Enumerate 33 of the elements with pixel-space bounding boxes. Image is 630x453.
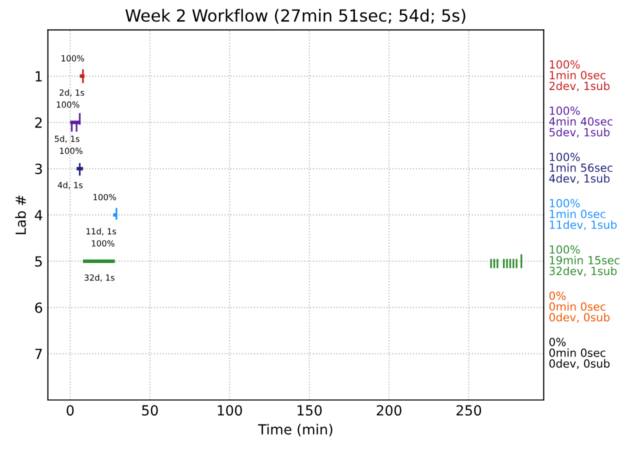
annotation: 100%: [92, 240, 114, 247]
annotation: 100%: [60, 148, 82, 154]
text: 100% 1min 0sec 11dev, 1sub: [550, 199, 617, 230]
text: 0% 0min 0sec 0dev, 0sub: [549, 338, 610, 369]
x-tick-label: 100: [218, 405, 242, 416]
y-axis-title: Lab #: [15, 195, 26, 234]
y-tick-label: 7: [35, 348, 42, 360]
text: 100% 1min 0sec 2dev, 1sub: [549, 60, 610, 92]
x-tick-label: 200: [376, 405, 402, 416]
chart-title: Week 2 Workflow (27min 51sec; 54d; 5s): [125, 8, 466, 24]
y-tick-label: 5: [35, 256, 42, 267]
annotation: 4d, 1s: [58, 182, 83, 190]
y-tick-label: 6: [35, 302, 42, 313]
annotation: 100%: [56, 101, 80, 108]
annotation: 11d, 1s: [86, 228, 116, 236]
text: 100% 1min 56sec 4dev, 1sub: [549, 152, 612, 184]
x-tick-label: 150: [298, 405, 322, 416]
y-tick-label: 3: [35, 164, 42, 174]
annotation: 100%: [62, 55, 84, 62]
annotation: 32d, 1s: [84, 274, 114, 282]
x-tick-label: 250: [456, 405, 482, 416]
x-tick-label: 0: [66, 405, 74, 416]
y-tick-label: 4: [34, 210, 42, 220]
y-tick-label: 1: [36, 71, 42, 82]
annotation: 2d, 1s: [60, 89, 84, 97]
annotation: 100%: [94, 194, 116, 200]
y-tick-label: 2: [35, 117, 42, 128]
text: 100% 4min 40sec 5dev, 1sub: [549, 106, 612, 138]
x-tick-label: 50: [142, 405, 158, 416]
text: 0% 0min 0sec 0dev, 0sub: [549, 292, 610, 323]
annotation: 5d, 1s: [54, 136, 80, 143]
x-axis-title: Time (min): [258, 424, 332, 436]
text: 100% 19min 15sec 32dev, 1sub: [549, 245, 620, 276]
